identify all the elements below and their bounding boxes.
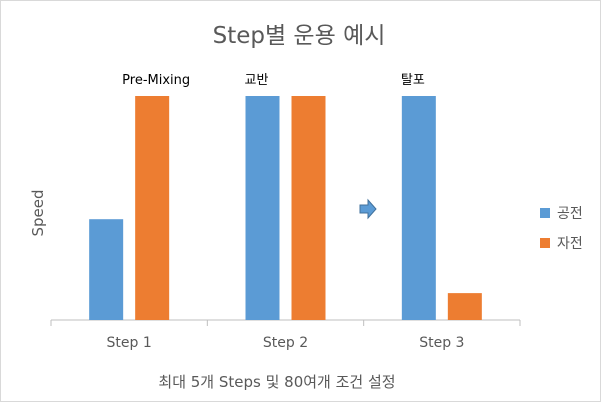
legend-swatch xyxy=(540,238,550,248)
legend-label: 공전 xyxy=(557,206,583,222)
x-tick-label: Step 2 xyxy=(263,335,308,351)
annotations-group: Pre-Mixing 교반 탈포 xyxy=(122,73,425,88)
bar-rotation-step1 xyxy=(135,96,170,320)
step-annotation: 교반 xyxy=(245,73,269,88)
bar-rotation-step3 xyxy=(447,293,482,320)
legend-swatch xyxy=(540,208,550,218)
x-tick-label: Step 3 xyxy=(419,335,464,351)
bars-group xyxy=(89,96,482,320)
right-arrow-icon xyxy=(359,198,377,220)
x-axis-ticks xyxy=(50,320,521,326)
step-annotation: Pre-Mixing xyxy=(122,73,190,88)
bar-revolution-step1 xyxy=(89,219,124,320)
step-annotation: 탈포 xyxy=(401,73,425,88)
category-labels: Step 1 Step 2 Step 3 xyxy=(107,335,465,351)
x-tick-label: Step 1 xyxy=(107,335,152,351)
x-axis-title: 최대 5개 Steps 및 80여개 조건 설정 xyxy=(158,373,395,391)
chart-title: Step별 운용 예시 xyxy=(213,23,386,49)
bar-revolution-step3 xyxy=(401,96,436,320)
legend-label: 자전 xyxy=(557,236,583,252)
y-axis-title: Speed xyxy=(29,189,47,236)
bar-revolution-step2 xyxy=(245,96,280,320)
bar-rotation-step2 xyxy=(291,96,326,320)
